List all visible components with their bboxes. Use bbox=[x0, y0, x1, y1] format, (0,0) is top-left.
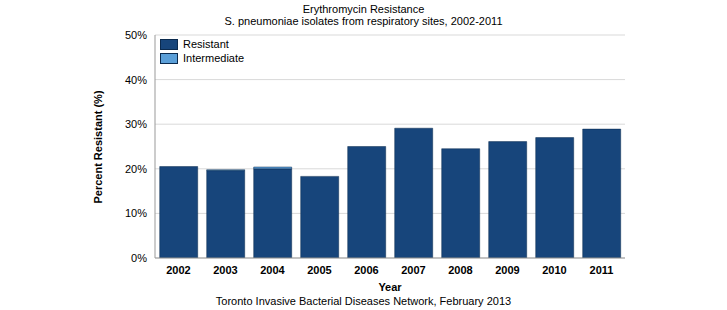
html-text:Intermediate: Intermediate bbox=[183, 52, 245, 64]
svg-text:2004: 2004 bbox=[260, 264, 285, 276]
html-text:Toronto Invasive Bacterial Dis: Toronto Invasive Bacterial Diseases Netw… bbox=[215, 295, 512, 307]
html-text:S. pneumoniae isolates from re: S. pneumoniae isolates from respiratory … bbox=[224, 15, 503, 27]
svg-text:10%: 10% bbox=[125, 207, 147, 219]
svg-text:40%: 40% bbox=[125, 74, 147, 86]
svg-text:Year: Year bbox=[378, 281, 402, 293]
svg-text:2009: 2009 bbox=[495, 264, 519, 276]
svg-text:2007: 2007 bbox=[401, 264, 425, 276]
svg-text:20%: 20% bbox=[125, 163, 147, 175]
html-text:Percent Resistant (%): Percent Resistant (%) bbox=[92, 90, 104, 203]
html-text:Resistant: Resistant bbox=[183, 38, 229, 50]
svg-text:50%: 50% bbox=[125, 29, 147, 41]
svg-text:30%: 30% bbox=[125, 118, 147, 130]
svg-text:2008: 2008 bbox=[448, 264, 472, 276]
svg-text:2005: 2005 bbox=[307, 264, 331, 276]
svg-text:0%: 0% bbox=[131, 252, 147, 264]
svg-text:2011: 2011 bbox=[590, 264, 614, 276]
svg-text:2003: 2003 bbox=[213, 264, 237, 276]
svg-text:2010: 2010 bbox=[542, 264, 566, 276]
svg-text:2006: 2006 bbox=[354, 264, 378, 276]
html-text:Erythromycin Resistance: Erythromycin Resistance bbox=[302, 3, 425, 15]
svg-text:2002: 2002 bbox=[166, 264, 190, 276]
